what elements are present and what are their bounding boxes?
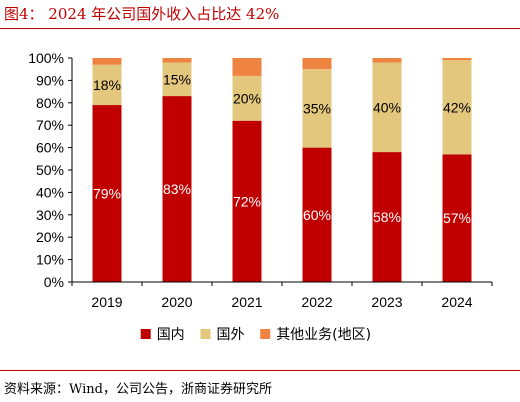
data-label-1-2023: 58% bbox=[373, 209, 401, 225]
data-label-2-2023: 40% bbox=[373, 99, 401, 115]
legend-swatch-1 bbox=[140, 329, 151, 339]
legend-swatch-3 bbox=[260, 329, 271, 339]
y-tick-label: 0% bbox=[44, 274, 64, 290]
bar-3-2019 bbox=[92, 58, 122, 65]
bar-3-2022 bbox=[302, 58, 332, 70]
y-tick-label: 90% bbox=[36, 72, 64, 88]
bar-1-2020 bbox=[162, 96, 192, 282]
y-tick-label: 10% bbox=[36, 252, 64, 268]
legend-label-3: 其他业务(地区) bbox=[276, 327, 371, 343]
y-tick-label: 70% bbox=[36, 117, 64, 133]
y-tick-label: 100% bbox=[28, 50, 64, 66]
x-tick-label: 2021 bbox=[231, 294, 262, 310]
figure-title: 图4： 2024 年公司国外收入占比达 42% bbox=[4, 5, 280, 23]
bar-2-2022 bbox=[302, 69, 332, 148]
legend-label-1: 国内 bbox=[157, 327, 185, 343]
legend-label-2: 国外 bbox=[217, 327, 245, 343]
data-label-1-2022: 60% bbox=[303, 207, 331, 223]
bar-3-2023 bbox=[372, 58, 402, 63]
data-label-1-2024: 57% bbox=[443, 210, 471, 226]
y-tick-label: 30% bbox=[36, 207, 64, 223]
stacked-bar-chart: 79% 18% 83% 15% 72% 20% 60% 35% 58% 40% 57% 42% 0% 1… bbox=[28, 50, 493, 343]
y-tick-label: 60% bbox=[36, 140, 64, 156]
bar-1-2022 bbox=[302, 147, 332, 282]
axes-layer: 0% 10% 20% 30% 40% 50% 60% 70% 80% 90% 100% 2019 202… bbox=[28, 50, 493, 310]
y-tick-label: 20% bbox=[36, 229, 64, 245]
legend-swatch-2 bbox=[200, 329, 211, 339]
bar-1-2024 bbox=[442, 154, 472, 282]
x-tick-label: 2022 bbox=[301, 294, 332, 310]
data-label-2-2019: 18% bbox=[93, 77, 121, 93]
data-label-2-2021: 20% bbox=[233, 90, 261, 106]
data-label-1-2019: 79% bbox=[93, 186, 121, 202]
bar-1-2023 bbox=[372, 152, 402, 282]
legend: 国内 国外 其他业务(地区) bbox=[140, 327, 371, 343]
bar-2-2021 bbox=[232, 75, 262, 121]
data-label-2-2020: 15% bbox=[163, 71, 191, 87]
x-tick-label: 2024 bbox=[441, 294, 472, 310]
data-label-1-2021: 72% bbox=[233, 193, 261, 209]
x-tick-label: 2023 bbox=[371, 294, 402, 310]
bar-2-2023 bbox=[372, 62, 402, 153]
bars-layer bbox=[92, 58, 472, 282]
source-rule bbox=[0, 370, 520, 371]
bar-2-2024 bbox=[442, 60, 472, 155]
bar-2-2019 bbox=[92, 64, 122, 106]
title-rule bbox=[0, 28, 520, 29]
y-tick-label: 80% bbox=[36, 95, 64, 111]
y-tick-label: 50% bbox=[36, 162, 64, 178]
x-tick-label: 2019 bbox=[91, 294, 122, 310]
bar-3-2024 bbox=[442, 58, 472, 61]
bar-3-2020 bbox=[162, 58, 192, 63]
data-label-2-2022: 35% bbox=[303, 100, 331, 116]
data-label-2-2024: 42% bbox=[443, 99, 471, 115]
figure-source: 资料来源：Wind，公司公告，浙商证券研究所 bbox=[4, 382, 272, 397]
bar-3-2021 bbox=[232, 58, 262, 76]
bar-1-2021 bbox=[232, 120, 262, 282]
x-tick-label: 2020 bbox=[161, 294, 192, 310]
bar-2-2020 bbox=[162, 62, 192, 97]
y-tick-label: 40% bbox=[36, 184, 64, 200]
data-labels-layer: 79% 18% 83% 15% 72% 20% 60% 35% 58% 40% 57% 42% bbox=[93, 71, 471, 226]
data-label-1-2020: 83% bbox=[163, 181, 191, 197]
bar-1-2019 bbox=[92, 105, 122, 282]
